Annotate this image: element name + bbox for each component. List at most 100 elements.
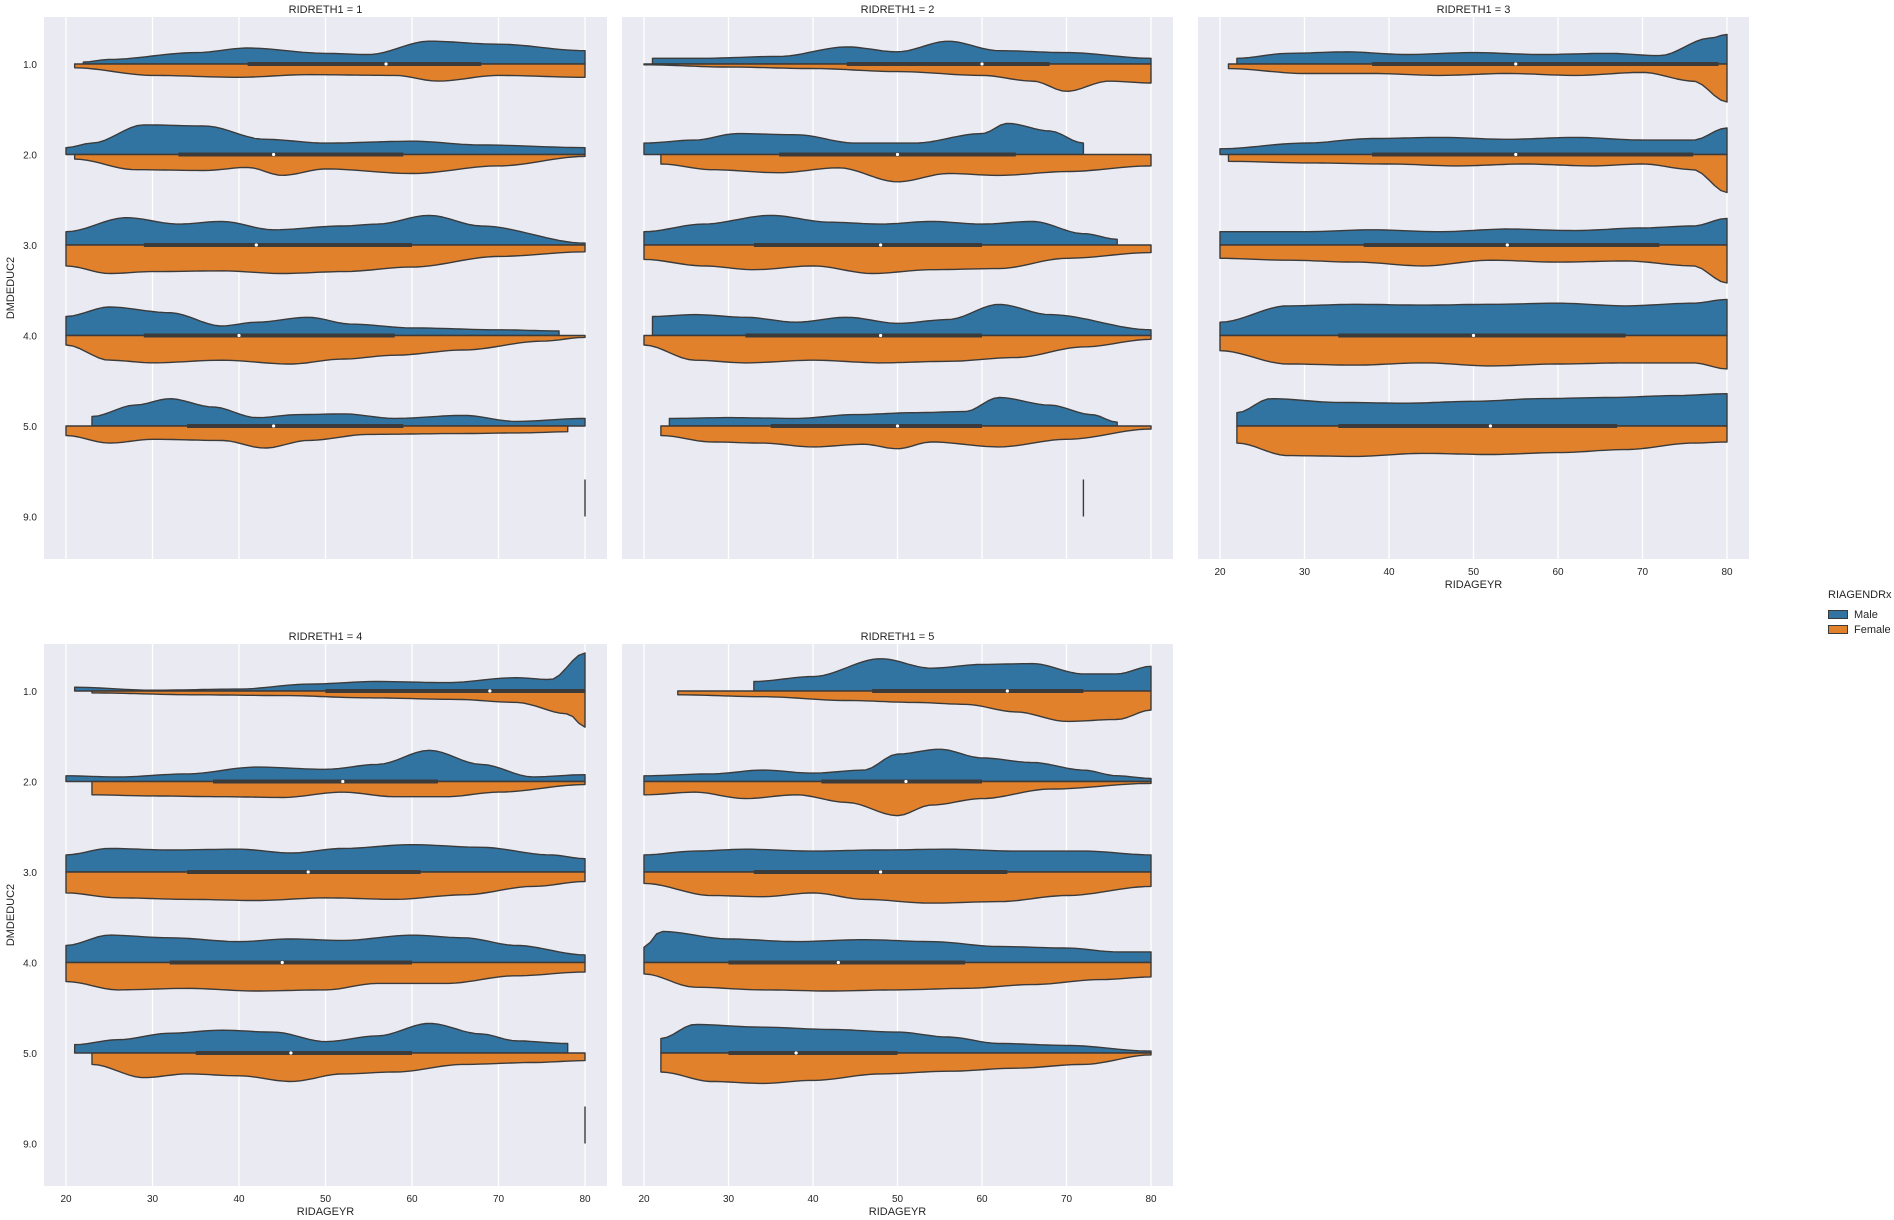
violin-half-male bbox=[643, 930, 1152, 964]
y-tick-label: 2.0 bbox=[23, 151, 37, 162]
violin-half-male bbox=[643, 848, 1152, 873]
violin-half-male bbox=[65, 844, 586, 873]
x-tick-label: 60 bbox=[1552, 567, 1564, 578]
facet-title: RIDRETH1 = 4 bbox=[289, 631, 363, 643]
violin-median-marker bbox=[794, 1051, 798, 1055]
violin-half-male bbox=[643, 214, 1118, 246]
x-tick-label: 30 bbox=[147, 1194, 159, 1205]
violin-half-male bbox=[65, 124, 586, 156]
violin-half-female bbox=[1227, 63, 1728, 103]
violin-half-male bbox=[643, 122, 1085, 156]
violin-half-male bbox=[1236, 33, 1728, 65]
legend-label-female: Female bbox=[1854, 623, 1891, 636]
x-tick-label: 50 bbox=[320, 1194, 332, 1205]
violin-5.0 bbox=[65, 398, 586, 449]
violin-median-marker bbox=[980, 62, 984, 66]
violin-half-male bbox=[65, 214, 586, 246]
violin-half-female bbox=[643, 780, 1152, 817]
violin-1.0 bbox=[73, 40, 586, 82]
x-tick-label: 20 bbox=[60, 1194, 72, 1205]
violin-half-male bbox=[651, 40, 1152, 65]
y-tick-label: 3.0 bbox=[23, 241, 37, 252]
violin-2.0 bbox=[65, 749, 586, 799]
violin-5.0 bbox=[660, 1023, 1152, 1085]
violin-half-male bbox=[651, 303, 1152, 337]
violin-half-male bbox=[73, 652, 586, 692]
violin-2.0 bbox=[1219, 127, 1728, 194]
facet-title: RIDRETH1 = 5 bbox=[861, 631, 935, 643]
violin-half-female bbox=[65, 871, 586, 902]
facet-title: RIDRETH1 = 2 bbox=[861, 4, 935, 16]
violin-3.0 bbox=[65, 844, 586, 902]
violin-median-marker bbox=[272, 424, 276, 428]
x-tick-label: 20 bbox=[638, 1194, 650, 1205]
legend-title: RIAGENDRx bbox=[1828, 589, 1892, 601]
violin-median-marker bbox=[254, 243, 258, 247]
violin-half-male bbox=[65, 749, 586, 783]
x-tick-label: 30 bbox=[723, 1194, 735, 1205]
violin-median-marker bbox=[289, 1051, 293, 1055]
violin-3.0 bbox=[65, 214, 586, 275]
x-tick-label: 20 bbox=[1214, 567, 1226, 578]
violin-3.0 bbox=[643, 214, 1152, 275]
violin-half-female bbox=[73, 153, 586, 176]
violin-median-marker bbox=[1514, 62, 1518, 66]
violin-half-male bbox=[65, 934, 586, 964]
y-tick-label: 1.0 bbox=[23, 687, 37, 698]
legend-swatch-male bbox=[1828, 610, 1848, 619]
violin-half-female bbox=[660, 425, 1152, 450]
violin-4.0 bbox=[1219, 298, 1728, 370]
facet-title: RIDRETH1 = 3 bbox=[1437, 4, 1511, 16]
violin-half-female bbox=[677, 690, 1152, 723]
x-axis-label: RIDAGEYR bbox=[297, 1206, 355, 1218]
violin-half-male bbox=[1219, 127, 1728, 156]
x-tick-label: 70 bbox=[1637, 567, 1649, 578]
violin-half-female bbox=[65, 961, 586, 992]
violin-half-female bbox=[660, 153, 1152, 183]
violin-median-marker bbox=[237, 333, 241, 338]
violin-half-female bbox=[643, 961, 1152, 992]
x-tick-label: 80 bbox=[1145, 1194, 1157, 1205]
violin-median-marker bbox=[1514, 152, 1518, 157]
violin-5.0 bbox=[73, 1022, 586, 1083]
violin-half-female bbox=[1227, 153, 1728, 194]
violin-half-female bbox=[65, 244, 586, 275]
y-tick-label: 9.0 bbox=[23, 513, 37, 524]
legend-item-male: Male bbox=[1828, 607, 1894, 622]
violin-1.0 bbox=[677, 658, 1152, 723]
violin-median-marker bbox=[384, 62, 388, 66]
violin-half-male bbox=[1219, 217, 1728, 246]
legend: RIAGENDRx Male Female bbox=[1828, 589, 1894, 637]
violin-1.0 bbox=[73, 652, 586, 728]
violin-median-marker bbox=[272, 152, 276, 157]
violin-median-marker bbox=[1505, 243, 1509, 247]
violin-half-female bbox=[65, 334, 586, 365]
x-tick-label: 50 bbox=[1468, 567, 1480, 578]
violin-median-marker bbox=[1488, 424, 1492, 428]
violin-2.0 bbox=[643, 122, 1152, 183]
violin-median-marker bbox=[341, 779, 345, 784]
y-tick-label: 9.0 bbox=[23, 1140, 37, 1151]
violin-1.0 bbox=[1227, 33, 1728, 103]
y-tick-label: 5.0 bbox=[23, 422, 37, 433]
y-tick-label: 4.0 bbox=[23, 959, 37, 970]
violin-median-marker bbox=[280, 960, 284, 965]
violin-median-marker bbox=[879, 333, 883, 338]
violin-half-female bbox=[1219, 244, 1728, 284]
violin-half-male bbox=[668, 396, 1118, 427]
x-tick-label: 80 bbox=[579, 1194, 591, 1205]
violin-half-male bbox=[91, 398, 586, 427]
violin-3.0 bbox=[643, 848, 1152, 904]
facet-panel-5: RIDRETH1 = 5 20 30 40 50 60 70 80 RIDAGEYR bbox=[622, 631, 1173, 1218]
violin-half-female bbox=[91, 1052, 586, 1083]
violin-half-female bbox=[65, 425, 569, 449]
violin-half-male bbox=[82, 40, 586, 65]
x-tick-label: 70 bbox=[493, 1194, 505, 1205]
violin-half-female bbox=[660, 1052, 1152, 1085]
violin-median-marker bbox=[1471, 333, 1476, 338]
x-axis-label: RIDAGEYR bbox=[1445, 579, 1503, 591]
violin-median-marker bbox=[836, 960, 840, 965]
facet-title: RIDRETH1 = 1 bbox=[289, 4, 363, 16]
legend-item-female: Female bbox=[1828, 622, 1894, 637]
